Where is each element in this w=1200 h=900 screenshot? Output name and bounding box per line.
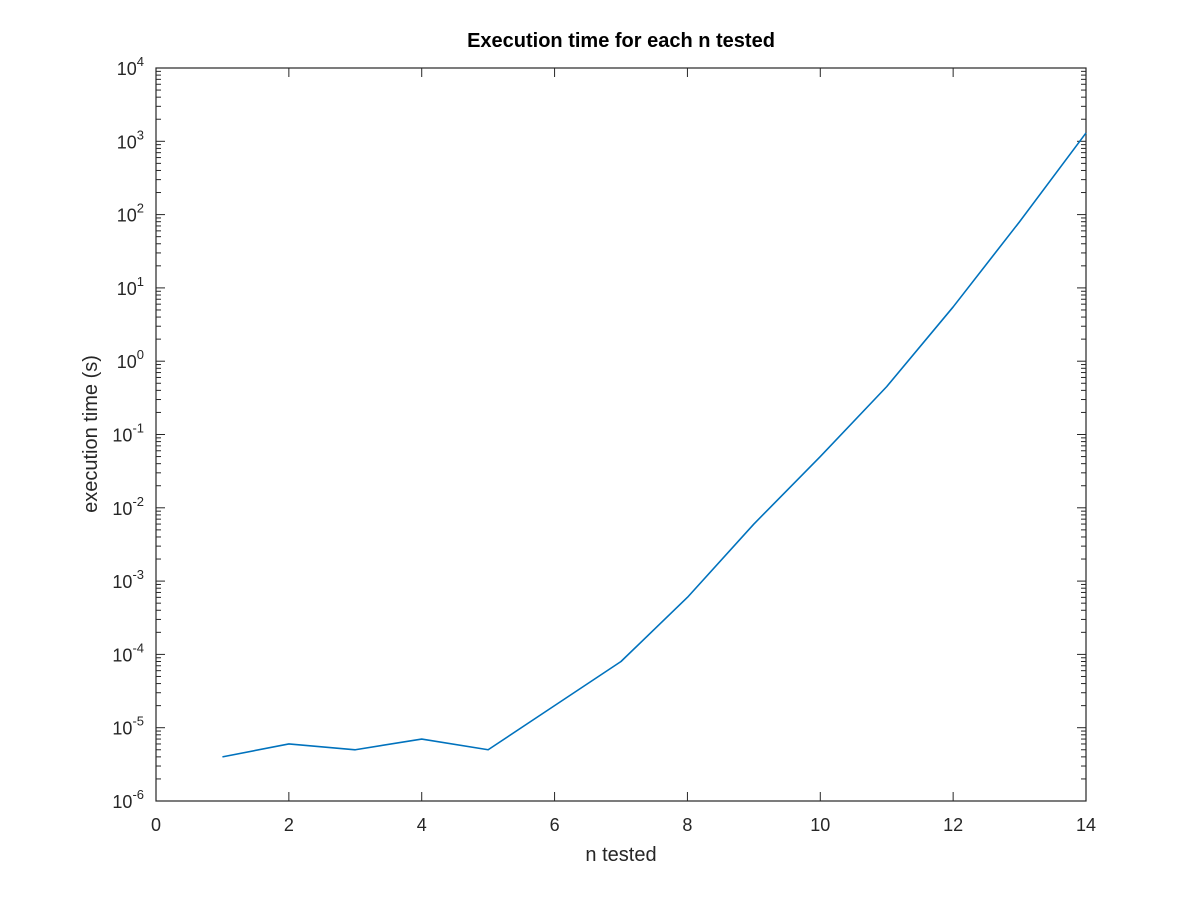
ticks-layer: 0 2 4 6 8 10 12 14 10-6 10-5 10-4 10-3 10-2 10-1 100 10… xyxy=(112,54,1096,835)
y-tick-label: 101 xyxy=(117,274,144,299)
x-tick-label: 12 xyxy=(943,815,963,835)
y-tick-label: 10-5 xyxy=(112,714,144,739)
plot-area xyxy=(155,67,1087,802)
series-line xyxy=(222,132,1087,758)
y-tick-label: 10-3 xyxy=(112,567,144,592)
x-tick-label: 14 xyxy=(1076,815,1096,835)
y-axis-label: execution time (s) xyxy=(80,355,102,513)
y-tick-label: 102 xyxy=(117,201,144,226)
x-tick-label: 2 xyxy=(284,815,294,835)
y-tick-label: 10-1 xyxy=(112,421,144,446)
y-tick-label: 10-2 xyxy=(112,494,144,519)
x-axis-label: n tested xyxy=(585,844,656,866)
y-tick-label: 103 xyxy=(117,127,144,152)
y-tick-label: 104 xyxy=(117,54,144,79)
y-tick-label: 10-6 xyxy=(112,787,144,812)
x-tick-label: 6 xyxy=(550,815,560,835)
x-tick-label: 0 xyxy=(151,815,161,835)
y-tick-label: 10-4 xyxy=(112,640,144,665)
series-layer xyxy=(222,132,1087,758)
y-tick-label: 100 xyxy=(117,347,144,372)
x-tick-label: 8 xyxy=(682,815,692,835)
chart-title: Execution time for each n tested xyxy=(467,30,775,52)
x-tick-label: 10 xyxy=(810,815,830,835)
x-tick-label: 4 xyxy=(417,815,427,835)
